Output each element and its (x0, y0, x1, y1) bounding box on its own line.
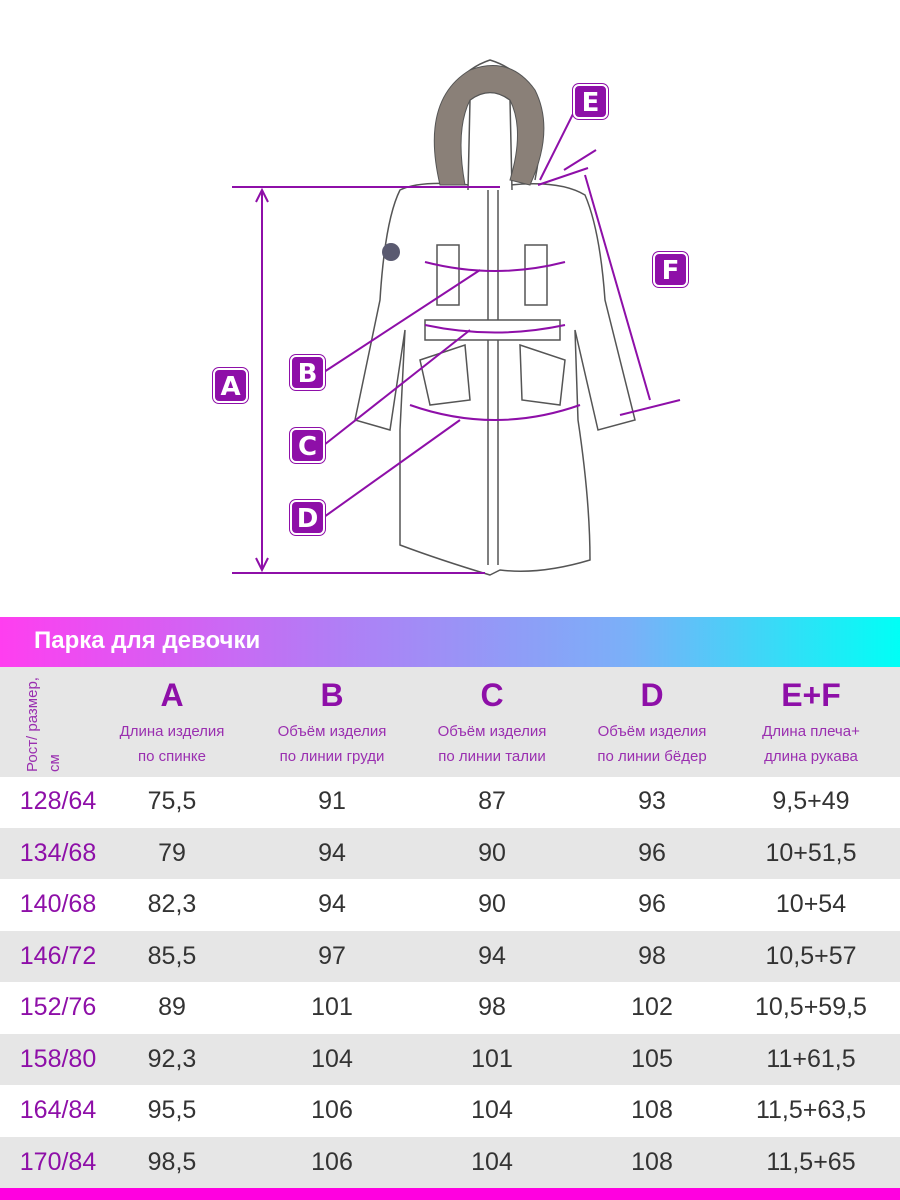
value-cell: 82,3 (147, 890, 197, 918)
table-row: 134/68 79 94 90 96 10+51,5 (0, 827, 900, 879)
table-row: 140/68 82,3 94 90 96 10+54 (0, 879, 900, 931)
parka-illustration (232, 59, 681, 576)
size-cell: 158/80 (19, 1044, 97, 1073)
table-row: 146/72 85,5 97 94 98 10,5+57 (0, 930, 900, 982)
value-cell: 10+54 (775, 890, 847, 918)
value-cell: 94 (318, 838, 346, 867)
value-cell: 10,5+59,5 (755, 993, 867, 1021)
fur-hood (433, 65, 545, 186)
table-row: 170/84 98,5 106 104 108 11,5+65 (0, 1136, 900, 1188)
column-header-b: B Объём изделия по линии груди (277, 677, 387, 765)
value-cell: 106 (311, 1147, 353, 1176)
page-title: Парка для девочки (34, 627, 261, 654)
value-cell: 9,5+49 (772, 787, 850, 815)
value-cell: 95,5 (147, 1096, 197, 1124)
value-cell: 11+61,5 (766, 1044, 856, 1073)
label-c: C (290, 428, 325, 463)
label-b: B (290, 355, 325, 390)
value-cell: 10,5+57 (765, 941, 857, 970)
value-cell: 108 (631, 1147, 673, 1176)
bottom-bar (0, 1188, 900, 1200)
label-d: D (290, 500, 325, 535)
value-cell: 11,5+65 (766, 1147, 856, 1176)
size-cell: 128/64 (19, 787, 97, 815)
value-cell: 10+51,5 (765, 838, 857, 867)
column-header-a: A Длина изделия по спинке (119, 677, 225, 765)
size-cell: 152/76 (19, 993, 97, 1021)
value-cell: 85,5 (147, 941, 197, 970)
value-cell: 11,5+63,5 (755, 1096, 867, 1124)
value-cell: 102 (631, 993, 673, 1021)
title-bar: Парка для девочки (0, 617, 900, 667)
column-header-ef: E+F Длина плеча+ длина рукава (762, 677, 860, 765)
value-cell: 93 (638, 787, 666, 815)
table-header: Рост/ размер, см A Длина изделия по спинке… (0, 667, 900, 777)
sleeve-badge (382, 243, 400, 261)
column-header-c: C Объём изделия по линии талии (437, 677, 547, 765)
size-cell: 140/68 (19, 890, 97, 918)
value-cell: 101 (311, 993, 353, 1021)
value-cell: 104 (471, 1147, 513, 1176)
value-cell: 79 (158, 838, 186, 867)
value-cell: 98,5 (147, 1147, 197, 1176)
size-column-header: Рост/ размер, см (24, 677, 63, 772)
value-cell: 97 (318, 941, 346, 970)
value-cell: 106 (311, 1096, 353, 1124)
value-cell: 98 (478, 993, 506, 1021)
value-cell: 98 (638, 941, 666, 970)
value-cell: 104 (471, 1096, 513, 1124)
label-f: F (653, 252, 688, 287)
value-cell: 104 (311, 1044, 353, 1073)
value-cell: 105 (631, 1044, 673, 1073)
label-e: E (573, 84, 608, 119)
size-cell: 170/84 (19, 1147, 97, 1176)
size-cell: 134/68 (19, 838, 97, 867)
value-cell: 89 (158, 993, 186, 1021)
value-cell: 91 (318, 787, 346, 815)
column-header-d: D Объём изделия по линии бёдер (597, 677, 707, 765)
value-cell: 87 (478, 787, 506, 815)
value-cell: 94 (478, 941, 506, 970)
value-cell: 108 (631, 1096, 673, 1124)
table-row: 152/76 89 101 98 102 10,5+59,5 (0, 982, 900, 1034)
size-cell: 146/72 (19, 941, 97, 970)
value-cell: 96 (638, 838, 666, 867)
value-cell: 96 (638, 890, 666, 918)
table-row: 158/80 92,3 104 101 105 11+61,5 (0, 1033, 900, 1085)
value-cell: 101 (471, 1044, 513, 1073)
value-cell: 94 (318, 890, 346, 918)
value-cell: 90 (478, 890, 506, 918)
value-cell: 75,5 (147, 787, 197, 815)
label-a: A (213, 368, 248, 403)
value-cell: 90 (478, 838, 506, 867)
size-cell: 164/84 (19, 1096, 97, 1124)
value-cell: 92,3 (147, 1044, 197, 1073)
table-row: 128/64 75,5 91 87 93 9,5+49 (0, 776, 900, 828)
table-row: 164/84 95,5 106 104 108 11,5+63,5 (0, 1085, 900, 1137)
parka-diagram: A B C D E F (213, 59, 688, 576)
